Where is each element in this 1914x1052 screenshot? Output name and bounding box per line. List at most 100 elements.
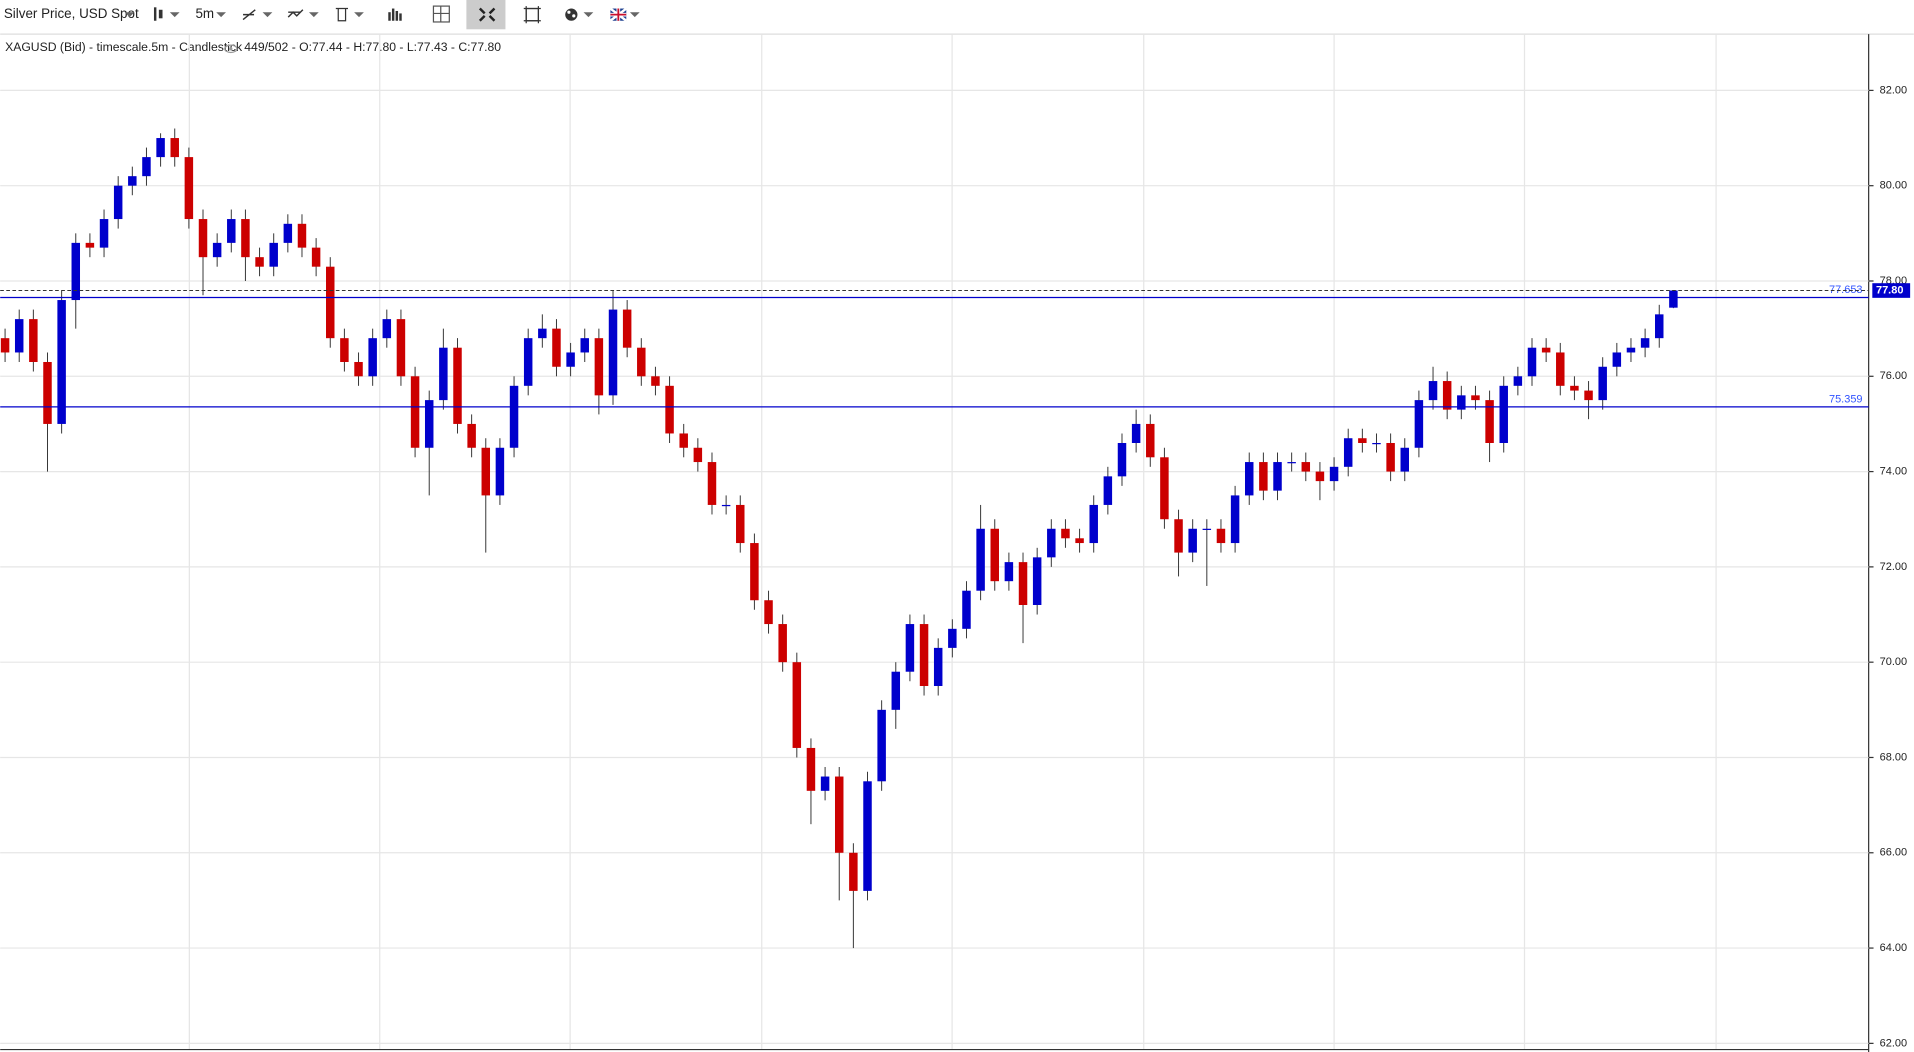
candle-body [750,543,759,601]
y-tick-label: 62.00 [1880,1037,1907,1049]
candle-body [481,447,491,496]
language-button[interactable] [609,7,640,22]
candle-body [538,328,547,339]
candle-body [1669,290,1678,308]
candle-body [1287,462,1296,464]
candle-body [693,447,703,463]
candle-body [1329,466,1339,482]
volume-button[interactable] [388,8,402,21]
candle-body [283,223,293,243]
candle-body [608,309,618,396]
candle-body [1117,442,1127,477]
draw-line-button[interactable] [242,9,273,21]
candle-body [509,385,519,448]
candle-body [43,361,52,424]
candle-body [382,319,392,339]
candle-body [594,338,604,396]
candle-body [622,309,632,348]
fullscreen-button[interactable] [466,0,506,30]
candle-body [1442,381,1452,410]
candle-body [990,528,999,582]
candle-body [1032,557,1042,605]
candle-body [439,347,448,401]
dropdown-arrow [124,12,135,18]
toolbar [0,0,1914,35]
candle-body [1584,390,1593,401]
candle-body [665,385,674,434]
candle-body [707,462,717,505]
ohlc-info: 449/502 - O:77.44 - H:77.80 - L:77.43 - … [244,40,501,54]
candle-body [368,338,377,377]
candle-body [1612,352,1622,367]
candle-body [523,338,533,386]
candle-body [1655,314,1664,339]
chart-title: XAGUSD (Bid) - timescale.5m - Candlestic… [5,40,243,54]
candle-body [311,247,321,267]
time-grid [188,34,1717,1050]
chart-type-button[interactable] [153,7,180,21]
candle-body [113,185,123,220]
instrument-select[interactable]: Silver Price, USD Spot [4,6,139,21]
candle-body [849,852,858,891]
indicator-button[interactable] [287,9,319,18]
delete-button[interactable] [335,7,364,22]
candle-body [651,376,660,386]
candle-body [1570,385,1579,391]
candle-body [1471,395,1480,401]
candle-body [354,361,363,377]
zoom-fit-button[interactable] [523,6,541,24]
candle-body [1485,400,1494,443]
candle-body [297,223,307,248]
candle-body [424,400,434,448]
candle-body [128,176,137,186]
candle-body [495,447,505,496]
candle-body [29,319,38,362]
timeframe-select[interactable]: 5m [195,6,214,21]
candle-body [792,662,802,748]
y-tick-label: 72.00 [1880,561,1907,573]
candle-body [410,376,420,448]
candle-body [1343,438,1353,467]
candle-body [85,242,95,248]
candle-body [1259,462,1268,491]
visibility-icon[interactable] [224,44,238,54]
candle-body [1131,423,1141,443]
candle-body [1075,538,1084,544]
crosshair-button[interactable] [432,5,450,23]
candle-body [156,138,165,158]
candle-body [1216,528,1226,544]
candle-body [1146,423,1155,458]
candle-body [1089,504,1098,544]
candle-body [1541,347,1551,353]
candle-body [1400,447,1410,472]
candle-body [1414,400,1424,448]
candle-body [919,624,929,687]
candle-body [184,157,194,220]
candle-body [227,219,236,243]
candle-body [142,157,151,177]
candle-body [212,242,222,258]
candle-body [1047,528,1056,558]
candle-body [778,624,787,663]
candle-body [14,319,24,353]
candle-body [863,781,872,891]
candle-body [1244,462,1254,496]
candle-body [198,219,208,258]
candle-body [170,138,179,158]
y-tick-label: 68.00 [1880,751,1907,763]
candle-body [764,600,773,625]
candle-body [679,433,688,448]
y-tick-label: 82.00 [1880,84,1907,96]
candle-body [962,590,971,629]
candle-body [1004,562,1014,582]
theme-button[interactable] [565,8,594,21]
candle-body [1103,476,1113,505]
candle-body [976,528,985,591]
candle-body [467,423,476,448]
candle-body [1626,347,1636,353]
y-tick-label: 74.00 [1880,465,1907,477]
y-tick-label: 64.00 [1880,942,1907,954]
candle-body [948,628,957,648]
